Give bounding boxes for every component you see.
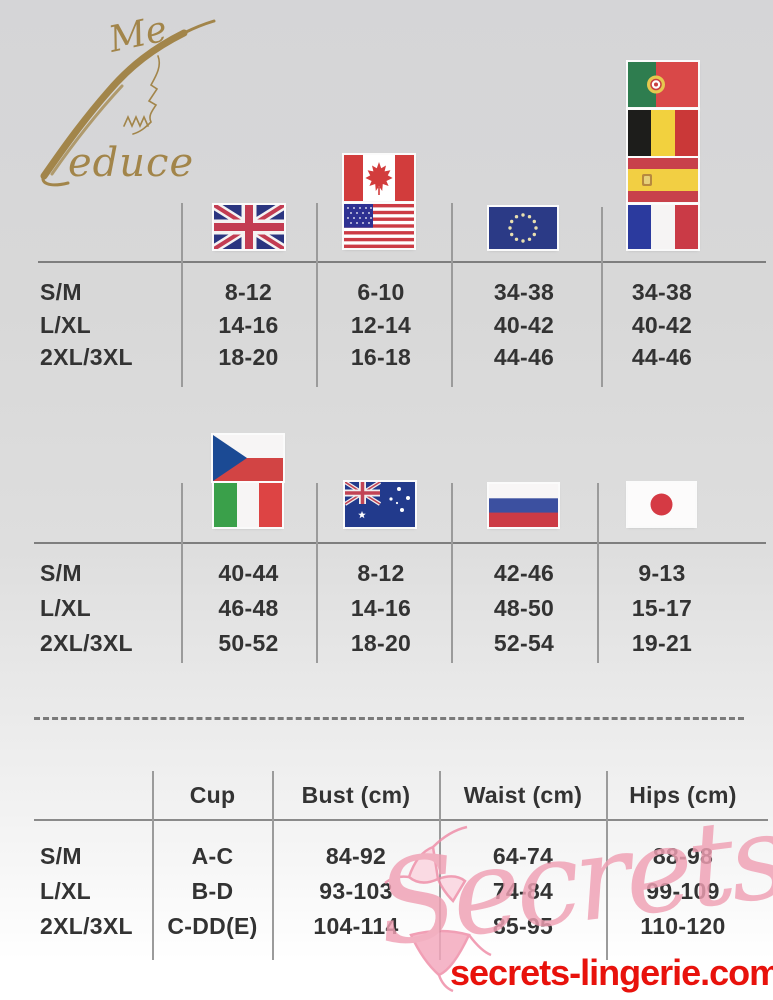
size-value: 16-18 [350,344,412,370]
bust-value: 93-103 [319,878,393,904]
divider [272,771,274,960]
table-row: S/M 8-12 6-10 34-38 34-38 [0,279,773,307]
table-row: L/XL B-D 93-103 74-84 99-109 [0,878,773,906]
size-value: 6-10 [357,279,405,305]
size-label: 2XL/3XL [40,913,133,939]
hips-value: 88-98 [652,843,714,869]
hips-value: 99-109 [646,878,720,904]
size-value: 46-48 [218,595,279,621]
table-row: L/XL 46-48 14-16 48-50 15-17 [0,595,773,623]
divider [38,261,766,263]
logo-word-educe: educe [68,140,194,186]
size-label: L/XL [40,312,92,338]
waist-value: 85-95 [492,913,554,939]
column-header-bust: Bust (cm) [301,782,411,808]
divider [451,483,453,663]
waist-value: 64-74 [492,843,554,869]
bikini-icon [384,825,492,993]
dashed-divider [34,717,744,720]
table-row: S/M 40-44 8-12 42-46 9-13 [0,560,773,588]
size-value: 42-46 [493,560,555,586]
flag-france-icon [628,205,698,249]
website-url: secrets-lingerie.com [450,952,773,993]
size-value: 19-21 [631,630,693,656]
size-value: 52-54 [493,630,555,656]
size-value: 8-12 [224,279,273,305]
table-header-row: Cup Bust (cm) Waist (cm) Hips (cm) [0,782,773,810]
divider [316,203,318,387]
divider [34,542,766,544]
flag-canada-icon [344,155,414,201]
size-value: 40-44 [218,560,279,586]
flag-usa-icon [344,204,414,248]
watermark-secrets: Secrets [375,815,773,993]
table-row: S/M A-C 84-92 64-74 88-98 [0,843,773,871]
size-label: S/M [40,279,82,305]
flag-uk-icon [211,201,287,253]
size-value: 14-16 [350,595,412,621]
flag-portugal-icon [628,62,698,107]
divider [606,771,608,960]
divider [439,771,441,960]
bust-value: 84-92 [325,843,387,869]
flag-russia-icon [489,484,558,527]
size-value: 12-14 [350,312,412,338]
divider [152,771,154,960]
column-header-hips: Hips (cm) [629,782,737,808]
flag-australia-icon [343,480,415,527]
size-label: S/M [40,560,82,586]
size-value: 15-17 [631,595,693,621]
divider [601,207,603,387]
table-row: 2XL/3XL 50-52 18-20 52-54 19-21 [0,630,773,658]
size-value: 34-38 [493,279,555,305]
size-value: 18-20 [350,630,412,656]
flag-czech-republic-icon [213,435,283,481]
logo-word-me: Me [104,9,170,61]
size-value: 40-42 [631,312,693,338]
size-value: 8-12 [357,560,405,586]
bust-value: 104-114 [313,913,399,939]
size-value: 34-38 [631,279,693,305]
size-value: 14-16 [218,312,279,338]
flag-spain-icon [628,158,698,202]
size-value: 44-46 [631,344,693,370]
size-label: S/M [40,843,82,869]
cup-value: A-C [191,843,234,869]
cup-value: B-D [191,878,234,904]
flag-japan-icon [628,483,695,526]
table-row: 2XL/3XL 18-20 16-18 44-46 44-46 [0,344,773,372]
size-value: 9-13 [638,560,686,586]
size-value: 48-50 [493,595,555,621]
divider [34,819,768,821]
table-row: L/XL 14-16 12-14 40-42 40-42 [0,312,773,340]
size-value: 40-42 [493,312,555,338]
divider [451,203,453,387]
watermark-text: Secrets [375,815,773,973]
hips-value: 110-120 [640,913,726,939]
flag-eu-icon [489,207,557,249]
divider [597,483,599,663]
brand-logo: Me educe [40,9,216,187]
column-header-waist: Waist (cm) [463,782,583,808]
size-label: L/XL [40,878,92,904]
size-value: 44-46 [493,344,555,370]
size-label: L/XL [40,595,92,621]
size-value: 18-20 [218,344,279,370]
column-header-cup: Cup [189,782,236,808]
flag-belgium-icon [628,110,698,156]
size-label: 2XL/3XL [40,344,133,370]
flag-italy-icon [214,483,282,527]
divider [181,483,183,663]
table-row: 2XL/3XL C-DD(E) 104-114 85-95 110-120 [0,913,773,941]
size-label: 2XL/3XL [40,630,133,656]
waist-value: 74-84 [492,878,554,904]
divider [181,203,183,387]
cup-value: C-DD(E) [167,913,258,939]
divider [316,483,318,663]
size-value: 50-52 [218,630,279,656]
